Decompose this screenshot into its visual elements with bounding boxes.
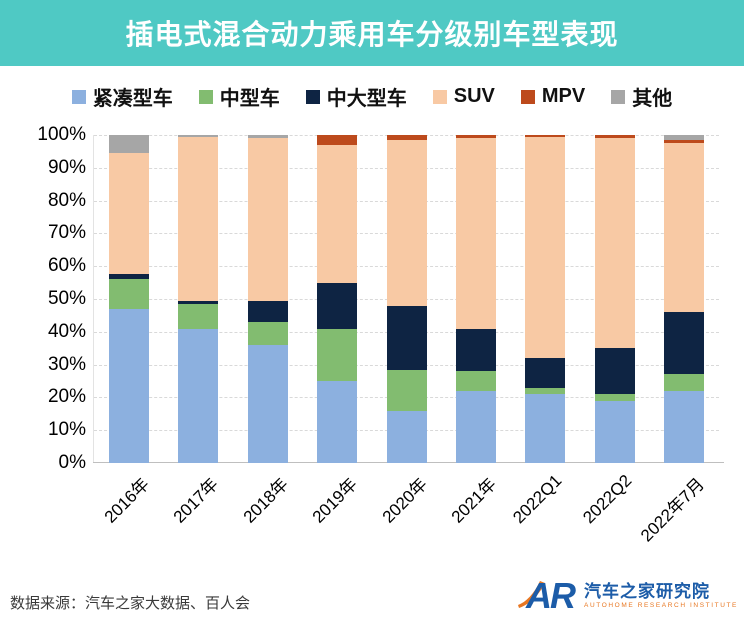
legend-item-MPV: MPV	[520, 85, 586, 108]
bar-2020年	[386, 135, 427, 463]
y-axis-tick-label: 30%	[47, 353, 86, 375]
bar-segment-中型车	[178, 303, 219, 329]
bar-segment-中型车	[247, 321, 288, 345]
bar-segment-紧凑型车	[664, 390, 705, 463]
logo-monogram: AR	[518, 575, 576, 617]
y-axis-tick-label: 40%	[47, 320, 86, 342]
y-axis-tick-label: 50%	[47, 288, 86, 309]
bar-segment-MPV	[525, 135, 566, 137]
bar-segment-中大型车	[178, 300, 219, 304]
bar-2021年	[455, 135, 496, 463]
bar-segment-中型车	[108, 279, 149, 309]
legend-label: SUV	[453, 85, 495, 107]
bar-segment-MPV	[664, 139, 705, 144]
autohome-logo: AR 汽车之家研究院 AUTOHOME RESEARCH INSTITUTE	[518, 575, 738, 617]
bar-segment-SUV	[664, 143, 705, 313]
bar-segment-SUV	[386, 139, 427, 306]
legend: 紧凑型车 中型车 中大型车 SUV MPV 其他	[0, 82, 744, 111]
legend-swatch-icon	[520, 89, 535, 104]
bar-segment-紧凑型车	[317, 381, 358, 463]
y-axis-tick-label: 80%	[47, 189, 86, 211]
legend-swatch-icon	[611, 89, 626, 104]
bar-segment-SUV	[247, 138, 288, 301]
bar-segment-MPV	[455, 135, 496, 139]
bar-segment-SUV	[108, 153, 149, 275]
bar-segment-SUV	[178, 136, 219, 301]
bar-2022年7月	[664, 135, 705, 463]
bar-segment-其他	[664, 135, 705, 140]
legend-label: 中型车	[219, 88, 280, 110]
bar-segment-SUV	[317, 144, 358, 283]
bar-segment-中型车	[455, 371, 496, 391]
bar-segment-其他	[178, 135, 219, 137]
bar-segment-中大型车	[317, 282, 358, 329]
legend-swatch-icon	[432, 89, 447, 104]
data-source-note: 数据来源：汽车之家大数据、百人会	[10, 595, 251, 612]
bar-segment-中型车	[664, 374, 705, 391]
bar-segment-紧凑型车	[108, 308, 149, 463]
legend-swatch-icon	[71, 89, 86, 104]
logo-swoosh-icon	[518, 581, 546, 608]
bar-segment-其他	[108, 135, 149, 154]
logo-english-name: AUTOHOME RESEARCH INSTITUTE	[584, 601, 738, 609]
y-axis-tick-label: 20%	[47, 386, 86, 408]
bar-segment-中型车	[386, 369, 427, 411]
legend-swatch-icon	[198, 89, 213, 104]
bar-2022Q1	[525, 135, 566, 463]
logo-text: 汽车之家研究院 AUTOHOME RESEARCH INSTITUTE	[584, 581, 738, 610]
legend-label: 紧凑型车	[92, 88, 173, 110]
bar-segment-紧凑型车	[455, 390, 496, 463]
chart-title-banner: 插电式混合动力乘用车分级别车型表现	[0, 0, 744, 66]
legend-swatch-icon	[305, 89, 320, 104]
bar-segment-MPV	[317, 135, 358, 145]
bar-segment-中大型车	[455, 328, 496, 372]
bar-2019年	[317, 135, 358, 463]
bar-segment-SUV	[525, 136, 566, 359]
logo-chinese-name: 汽车之家研究院	[584, 581, 711, 601]
y-axis-tick-label: 100%	[37, 124, 86, 145]
bar-segment-MPV	[386, 135, 427, 140]
bar-segment-中大型车	[594, 348, 635, 395]
bar-segment-紧凑型车	[386, 410, 427, 463]
y-axis-tick-label: 70%	[47, 222, 86, 244]
legend-item-中型车: 中型车	[198, 82, 280, 111]
bar-segment-中型车	[317, 328, 358, 381]
bar-segment-中大型车	[108, 274, 149, 280]
bar-segment-紧凑型车	[178, 328, 219, 463]
bar-2022Q2	[594, 135, 635, 463]
legend-item-其他: 其他	[611, 82, 672, 111]
chart-title: 插电式混合动力乘用车分级别车型表现	[125, 19, 619, 50]
y-axis-tick-label: 90%	[47, 156, 86, 178]
bar-2017年	[178, 135, 219, 463]
bar-segment-SUV	[594, 138, 635, 349]
legend-label: MPV	[541, 85, 586, 107]
bar-segment-中大型车	[525, 358, 566, 388]
legend-item-中大型车: 中大型车	[305, 82, 407, 111]
bar-segment-中大型车	[247, 300, 288, 322]
bar-segment-中型车	[594, 394, 635, 401]
y-axis-tick-label: 10%	[47, 419, 86, 441]
bar-segment-中大型车	[664, 312, 705, 375]
bar-segment-MPV	[594, 135, 635, 139]
bar-2016年	[108, 135, 149, 463]
bar-segment-中大型车	[386, 305, 427, 370]
plot-area	[93, 135, 725, 463]
y-axis-tick-label: 0%	[58, 452, 86, 473]
bar-2018年	[247, 135, 288, 463]
bar-segment-紧凑型车	[525, 394, 566, 463]
bar-segment-紧凑型车	[594, 400, 635, 463]
bar-segment-中型车	[525, 387, 566, 395]
legend-label: 其他	[632, 88, 673, 110]
bar-segment-SUV	[455, 138, 496, 329]
legend-item-SUV: SUV	[432, 85, 495, 108]
legend-label: 中大型车	[326, 88, 407, 110]
legend-item-紧凑型车: 紧凑型车	[71, 82, 173, 111]
logo-monogram-text: AR	[526, 575, 576, 616]
bar-segment-其他	[247, 135, 288, 139]
bar-segment-紧凑型车	[247, 344, 288, 463]
y-axis-tick-label: 60%	[47, 255, 86, 277]
